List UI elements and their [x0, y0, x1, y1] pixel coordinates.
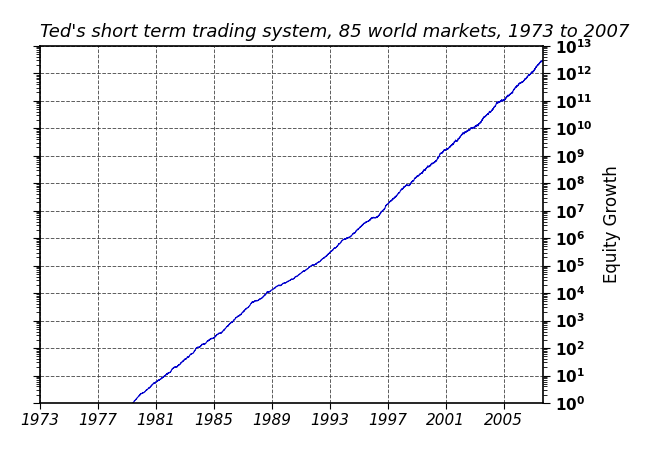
Text: Ted's short term trading system, 85 world markets, 1973 to 2007: Ted's short term trading system, 85 worl…	[40, 23, 629, 42]
Y-axis label: Equity Growth: Equity Growth	[604, 165, 622, 284]
